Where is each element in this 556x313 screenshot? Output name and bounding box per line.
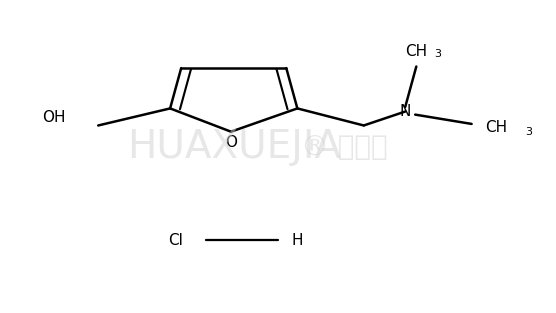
Text: OH: OH	[42, 110, 66, 125]
Text: Cl: Cl	[168, 233, 183, 248]
Text: 3: 3	[525, 127, 532, 137]
Text: HUAXUEJIA: HUAXUEJIA	[127, 128, 341, 166]
Text: 3: 3	[434, 49, 441, 59]
Text: CH: CH	[485, 120, 508, 135]
Text: O: O	[225, 135, 237, 150]
Text: CH: CH	[405, 44, 428, 59]
Text: H: H	[291, 233, 303, 248]
Text: N: N	[400, 104, 411, 119]
Text: ® 化学加: ® 化学加	[301, 133, 388, 161]
